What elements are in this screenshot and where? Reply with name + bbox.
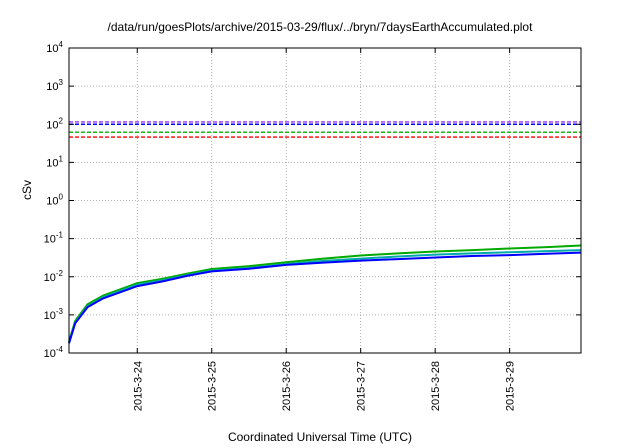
- y-tick-label: 10-2: [44, 269, 64, 284]
- x-axis-ticks: 2015-3-24 2015-3-25 2015-3-26 2015-3-27 2015…: [132, 48, 517, 411]
- y-tick-label: 100: [46, 193, 63, 208]
- y-tick-label: 101: [46, 154, 63, 169]
- threshold-lines: [69, 121, 581, 138]
- y-tick-label: 103: [46, 78, 63, 93]
- series-lines: [68, 244, 582, 344]
- series-line: [68, 251, 582, 344]
- y-tick-label: 10-3: [44, 307, 64, 322]
- chart-title: /data/run/goesPlots/archive/2015-03-29/f…: [107, 20, 533, 34]
- x-tick-label: 2015-3-24: [132, 361, 144, 411]
- x-axis-label: Coordinated Universal Time (UTC): [227, 430, 413, 444]
- series-line: [68, 244, 582, 342]
- x-tick-label: 2015-3-27: [356, 361, 368, 411]
- x-tick-label: 2015-3-29: [505, 361, 517, 411]
- y-tick-label: 104: [46, 40, 63, 55]
- grid: [69, 48, 581, 353]
- x-tick-label: 2015-3-28: [430, 361, 442, 411]
- x-tick-label: 2015-3-26: [281, 361, 293, 411]
- series-line: [68, 249, 582, 343]
- y-axis-ticks: 10-4 10-3 10-2 10-1 100 101 102 103 104: [44, 40, 581, 360]
- y-tick-label: 10-4: [44, 345, 64, 360]
- x-tick-label: 2015-3-25: [207, 361, 219, 411]
- y-tick-label: 102: [46, 116, 63, 131]
- y-tick-label: 10-1: [44, 231, 64, 246]
